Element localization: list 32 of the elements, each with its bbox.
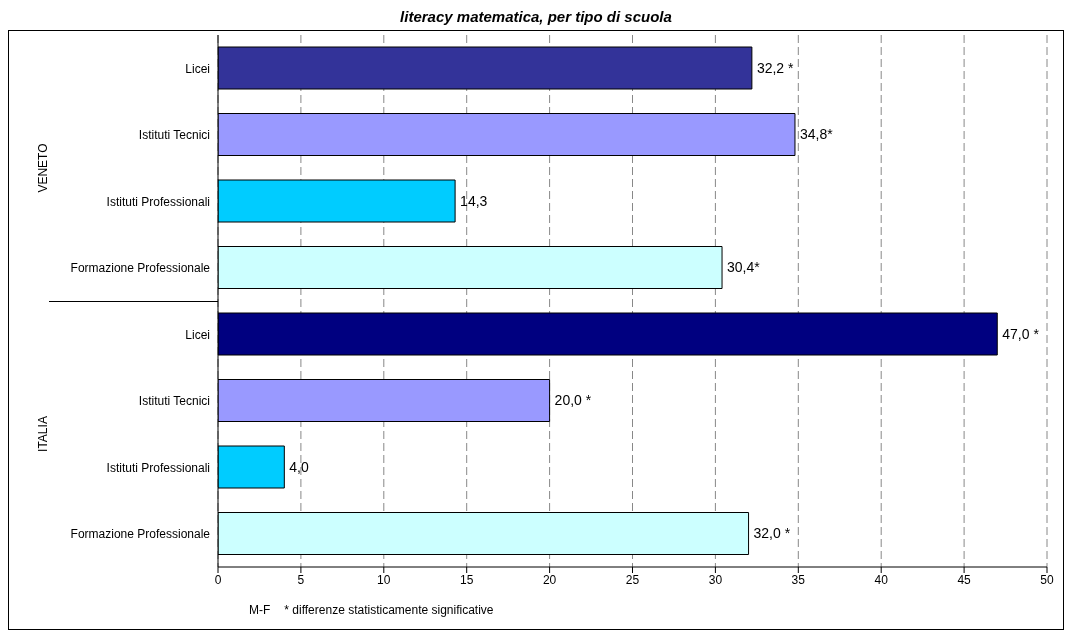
x-tick-label: 30 bbox=[708, 572, 723, 587]
y-tick-label: Istituti Tecnici bbox=[138, 128, 210, 143]
data-label: 4,0 bbox=[289, 458, 309, 475]
x-tick-label: 5 bbox=[297, 572, 305, 587]
x-tick-label: 20 bbox=[542, 572, 557, 587]
y-tick-label: Istituti Tecnici bbox=[138, 394, 210, 409]
x-tick-label: 10 bbox=[377, 572, 391, 587]
y-tick-label: Formazione Professionale bbox=[70, 527, 211, 542]
y-tick-label: Formazione Professionale bbox=[70, 261, 211, 276]
y-tick-label: Licei bbox=[185, 61, 210, 76]
x-tick-label: 40 bbox=[874, 572, 889, 587]
data-label: 32,2 * bbox=[756, 59, 795, 76]
data-label: 20,0 * bbox=[554, 392, 592, 409]
data-label: 14,3 bbox=[460, 192, 488, 209]
data-label: 32,0 * bbox=[753, 525, 791, 542]
x-tick-label: 35 bbox=[791, 572, 806, 587]
data-label: 34,8* bbox=[799, 126, 834, 143]
x-tick-label: 50 bbox=[1040, 572, 1054, 587]
text: M-F bbox=[249, 603, 271, 617]
y-tick-label: Istituti Professionali bbox=[106, 460, 210, 475]
x-tick-label: 25 bbox=[625, 572, 640, 587]
chart-title: literacy matematica, per tipo di scuola bbox=[399, 8, 673, 27]
data-label: 47,0 * bbox=[1002, 325, 1040, 342]
x-tick-label: 0 bbox=[214, 572, 222, 587]
y-tick-label: Licei bbox=[185, 327, 210, 342]
text: * differenze statisticamente significative bbox=[284, 603, 494, 617]
y-tick-label: Istituti Professionali bbox=[106, 194, 210, 209]
x-tick-label: 15 bbox=[460, 572, 474, 587]
text: VENETO bbox=[35, 142, 51, 195]
data-label: 30,4* bbox=[727, 259, 761, 276]
text: ITALIA bbox=[35, 415, 51, 454]
x-tick-label: 45 bbox=[957, 572, 972, 587]
